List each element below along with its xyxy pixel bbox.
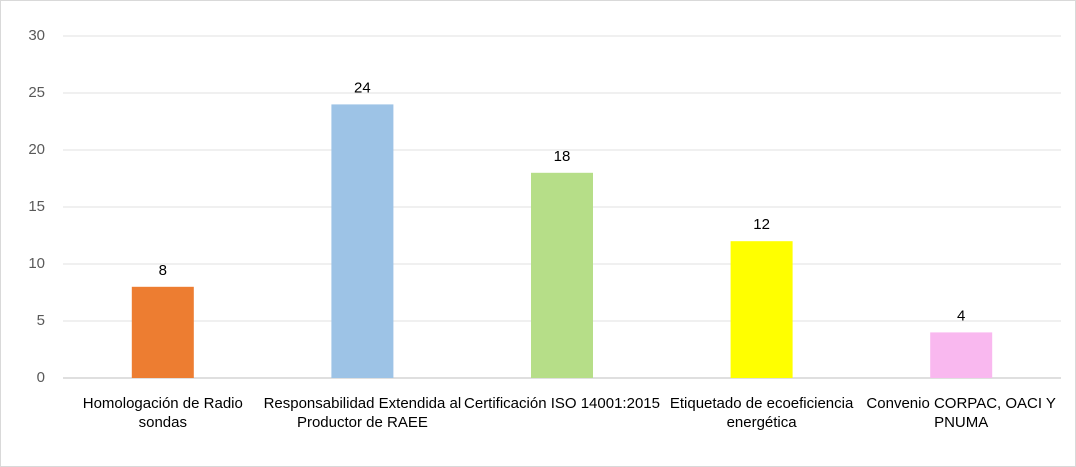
x-tick-label: Convenio CORPAC, OACI Y PNUMA (866, 395, 1056, 431)
x-tick-label: Certificación ISO 14001:2015 (464, 395, 660, 412)
bar (131, 286, 194, 378)
data-label: 8 (159, 262, 167, 279)
bar (531, 172, 593, 378)
bar (930, 332, 993, 378)
y-tick-label: 30 (28, 27, 45, 44)
y-tick-label: 10 (28, 255, 45, 272)
data-label: 18 (554, 148, 571, 165)
data-label: 4 (957, 307, 965, 324)
y-tick-label: 0 (37, 369, 45, 386)
data-label: 12 (753, 216, 770, 233)
y-tick-label: 5 (37, 312, 45, 329)
y-tick-label: 15 (28, 198, 45, 215)
y-tick-label: 20 (28, 141, 45, 158)
data-label: 24 (354, 79, 371, 96)
x-tick-label: Responsabilidad Extendida al Productor d… (263, 395, 462, 431)
bar (331, 104, 394, 379)
x-tick-label: Homologación de Radio sondas (82, 395, 243, 431)
x-tick-label: Etiquetado de ecoeficiencia energética (669, 395, 854, 431)
bar (730, 241, 793, 378)
y-tick-label: 25 (28, 84, 45, 101)
